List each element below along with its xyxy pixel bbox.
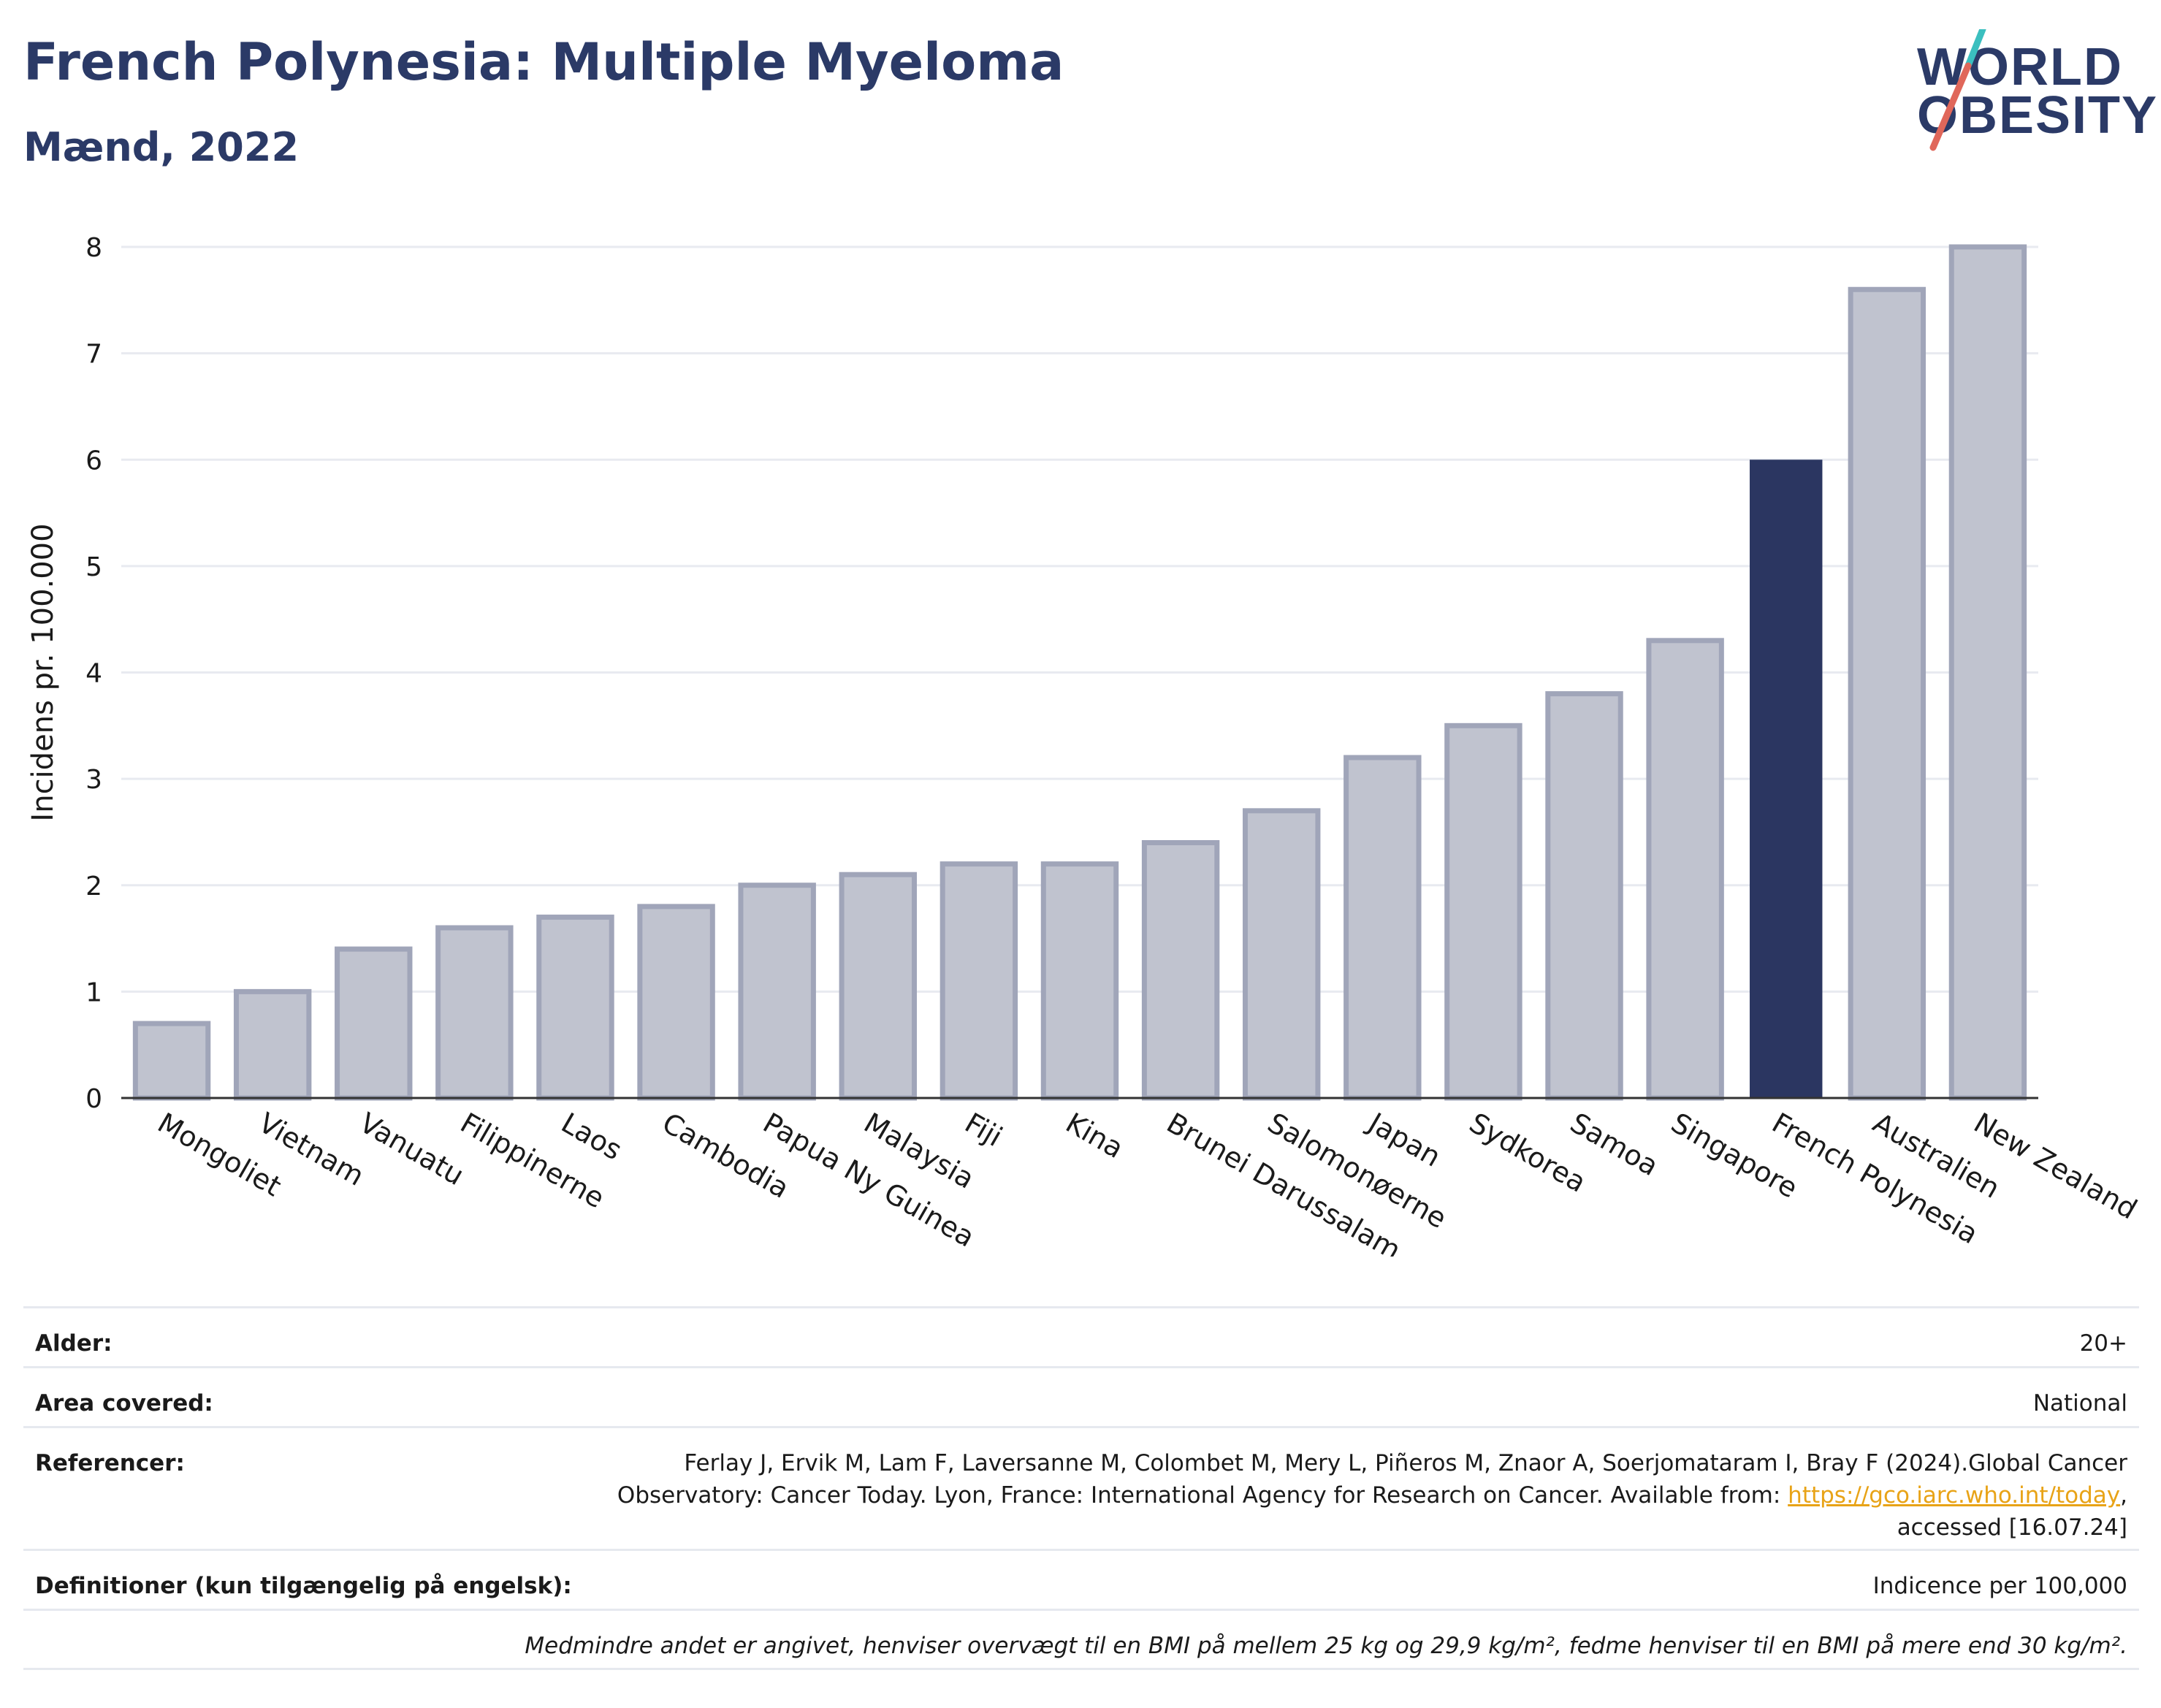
bar-french-polynesia bbox=[1750, 460, 1823, 1098]
bar-samoa bbox=[1545, 691, 1623, 1101]
bar-laos bbox=[536, 914, 614, 1101]
y-tick-label: 3 bbox=[85, 765, 102, 795]
ref-link[interactable]: https://gco.iarc.who.int/today bbox=[1788, 1482, 2121, 1509]
ref-text-2: Observatory: Cancer Today. Lyon, France:… bbox=[617, 1482, 1788, 1509]
bar-filippinerne bbox=[435, 925, 514, 1101]
age-value: 20+ bbox=[2079, 1330, 2127, 1357]
info-row-definitions: Definitioner (kun tilgængelig på engelsk… bbox=[23, 1549, 2139, 1609]
x-tick-label: New Zealand bbox=[1968, 1107, 2142, 1226]
bar-chart: 0 1 2 3 4 5 6 7 8 MongolietVietnamVanuatuFilippi… bbox=[26, 233, 2143, 1257]
ref-text-4: accessed [16.07.24] bbox=[1897, 1514, 2127, 1541]
y-tick-label: 0 bbox=[85, 1084, 102, 1114]
bar-brunei-darussalam bbox=[1141, 840, 1220, 1101]
page-subtitle: Mænd, 2022 bbox=[23, 124, 300, 170]
y-axis-ticks: 0 1 2 3 4 5 6 7 8 bbox=[85, 233, 102, 1114]
info-row-age: Alder: 20+ bbox=[23, 1306, 2139, 1366]
info-row-references: Referencer: Ferlay J, Ervik M, Lam F, La… bbox=[23, 1426, 2139, 1549]
bar-mongoliet bbox=[132, 1021, 211, 1101]
logo-line-1: WORLD bbox=[1917, 38, 2123, 96]
bar-salomon-erne bbox=[1242, 808, 1321, 1101]
info-row-note: Medmindre andet er angivet, henviser ove… bbox=[23, 1609, 2139, 1670]
y-tick-label: 4 bbox=[85, 659, 102, 689]
ref-label: Referencer: bbox=[35, 1450, 185, 1476]
bar-malaysia bbox=[839, 872, 918, 1101]
y-tick-label: 8 bbox=[85, 233, 102, 263]
def-value: Indicence per 100,000 bbox=[1872, 1573, 2127, 1599]
ref-text-1: Ferlay J, Ervik M, Lam F, Laversanne M, … bbox=[684, 1450, 2127, 1476]
y-tick-label: 5 bbox=[85, 552, 102, 582]
ref-text-3: , bbox=[2120, 1482, 2127, 1509]
age-label: Alder: bbox=[35, 1330, 113, 1357]
info-row-area: Area covered: National bbox=[23, 1366, 2139, 1426]
area-label: Area covered: bbox=[35, 1390, 213, 1417]
info-table: Alder: 20+ Area covered: National Refere… bbox=[23, 1306, 2139, 1670]
bar-australien bbox=[1848, 286, 1926, 1101]
bar-singapore bbox=[1646, 638, 1724, 1101]
bar-papua-ny-guinea bbox=[738, 882, 816, 1101]
y-tick-label: 7 bbox=[85, 340, 102, 370]
bar-japan bbox=[1344, 755, 1422, 1101]
y-axis-title: Incidens pr. 100.000 bbox=[26, 523, 60, 821]
y-tick-label: 6 bbox=[85, 446, 102, 476]
def-label: Definitioner (kun tilgængelig på engelsk… bbox=[35, 1573, 572, 1599]
bar-vanuatu bbox=[335, 946, 413, 1101]
x-tick-label: Vanuatu bbox=[354, 1107, 470, 1192]
ref-value: Ferlay J, Ervik M, Lam F, Laversanne M, … bbox=[617, 1447, 2127, 1544]
logo-slash-icon bbox=[1929, 29, 1986, 151]
x-tick-label: Kina bbox=[1061, 1107, 1129, 1165]
world-obesity-logo: WORLD OBESITY bbox=[1907, 29, 2157, 153]
footnote: Medmindre andet er angivet, henviser ove… bbox=[525, 1633, 2127, 1659]
area-value: National bbox=[2032, 1390, 2127, 1417]
bar-vietnam bbox=[233, 988, 312, 1101]
x-tick-label: Laos bbox=[556, 1107, 628, 1167]
bar-sydkorea bbox=[1444, 723, 1522, 1101]
bar-kina bbox=[1040, 861, 1119, 1101]
bar-new-zealand bbox=[1948, 244, 2027, 1101]
page-title: French Polynesia: Multiple Myeloma bbox=[23, 32, 1064, 92]
y-tick-label: 2 bbox=[85, 872, 102, 901]
y-tick-label: 1 bbox=[85, 977, 102, 1007]
bar-cambodia bbox=[637, 904, 715, 1101]
x-tick-label: Fiji bbox=[959, 1107, 1007, 1153]
bar-fiji bbox=[940, 861, 1018, 1101]
